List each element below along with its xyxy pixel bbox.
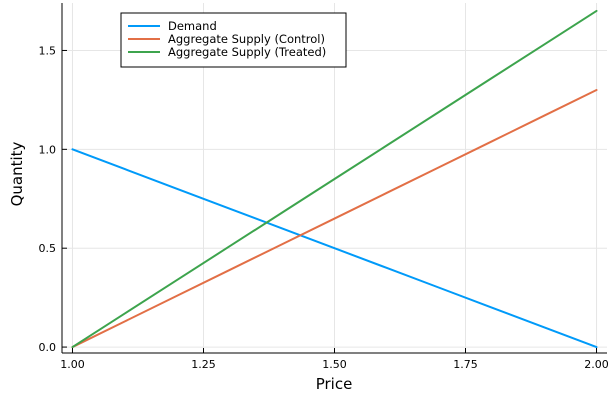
series-line-3	[71, 9, 598, 349]
y-tick-label: 0.5	[39, 242, 57, 255]
x-tick-label: 1.25	[191, 358, 216, 371]
x-tick-label: 1.75	[453, 358, 478, 371]
x-tick-label: 2.00	[584, 358, 609, 371]
x-tick-label: 1.00	[60, 358, 85, 371]
y-tick-label: 1.0	[39, 143, 57, 156]
y-tick-label: 0.0	[39, 341, 57, 354]
series-line-1	[71, 148, 598, 349]
legend-label: Aggregate Supply (Treated)	[168, 45, 326, 59]
y-axis: 0.0 0.5 1.0 1.5	[39, 44, 67, 354]
series-line-2	[71, 89, 598, 349]
legend-label: Demand	[168, 19, 217, 33]
y-axis-label: Quantity	[8, 141, 26, 206]
series-layer	[71, 9, 598, 349]
legend-label: Aggregate Supply (Control)	[168, 32, 325, 46]
x-axis-label: Price	[316, 375, 353, 393]
x-tick-label: 1.50	[322, 358, 347, 371]
y-tick-label: 1.5	[39, 44, 57, 57]
x-axis: 1.00 1.25 1.50 1.75 2.00	[60, 348, 609, 371]
